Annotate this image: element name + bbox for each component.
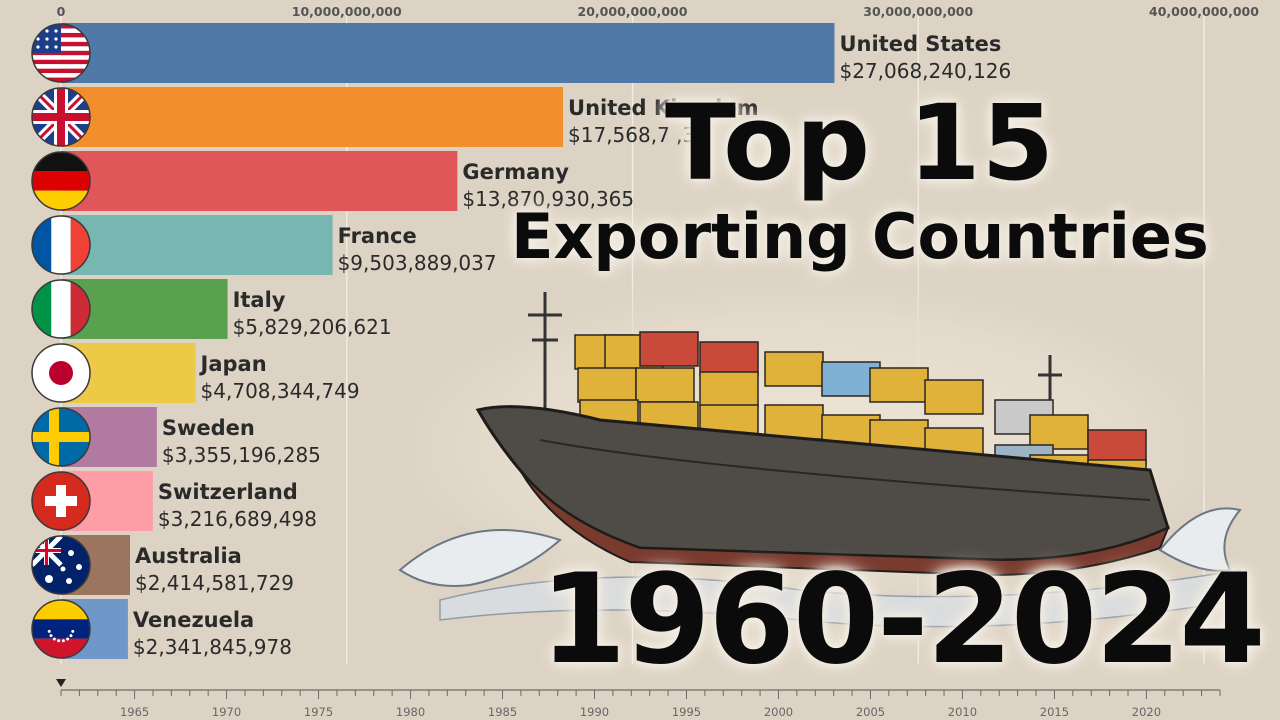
timeline-year-label: 2010 bbox=[948, 705, 977, 719]
flag-germany-icon bbox=[31, 151, 91, 211]
flag-uk-icon bbox=[31, 87, 91, 147]
container-box bbox=[639, 331, 699, 367]
container-box bbox=[577, 367, 637, 403]
bars: United States $27,068,240,126 United Kingd… bbox=[31, 23, 1011, 659]
container-box bbox=[1029, 414, 1089, 450]
timeline-year-label: 2015 bbox=[1040, 705, 1069, 719]
bar-value-label: $2,341,845,978 bbox=[133, 635, 292, 659]
x-tick-label: 10,000,000,000 bbox=[292, 4, 402, 19]
timeline-year-label: 1965 bbox=[120, 705, 149, 719]
container-box bbox=[924, 379, 984, 415]
bar-category-label: Italy bbox=[233, 288, 286, 312]
bar-value-label: $9,503,889,037 bbox=[338, 251, 497, 275]
bar-value-label: $3,216,689,498 bbox=[158, 507, 317, 531]
container-ship-illustration bbox=[390, 260, 1242, 628]
container-box bbox=[869, 367, 929, 403]
x-tick-label: 0 bbox=[57, 4, 66, 19]
container-box bbox=[699, 371, 759, 407]
timeline-year-label: 2020 bbox=[1132, 705, 1161, 719]
timeline-year-label: 2000 bbox=[764, 705, 793, 719]
timeline-year-label: 1980 bbox=[396, 705, 425, 719]
x-tick-label: 40,000,000,000 bbox=[1149, 4, 1259, 19]
flag-italy-icon bbox=[31, 279, 91, 339]
timeline-year-label: 1975 bbox=[304, 705, 333, 719]
bar-value-label: $5,829,206,621 bbox=[233, 315, 392, 339]
timeline-year-label: 1990 bbox=[580, 705, 609, 719]
flag-australia-icon bbox=[31, 535, 91, 595]
bar-category-label: Australia bbox=[135, 544, 242, 568]
x-axis-top: 0 10,000,000,000 20,000,000,000 30,000,000,… bbox=[57, 4, 1260, 19]
bar-category-label: Sweden bbox=[162, 416, 255, 440]
bar-category-label: United Kingdom bbox=[568, 96, 759, 120]
flag-switzerland-icon bbox=[31, 471, 91, 531]
flag-sweden-icon bbox=[31, 407, 91, 467]
bar-value-label: $4,708,344,749 bbox=[201, 379, 360, 403]
bar-category-label: United States bbox=[839, 32, 1001, 56]
flag-venezuela-icon bbox=[31, 599, 91, 659]
bar bbox=[61, 23, 835, 83]
flag-france-icon bbox=[31, 215, 91, 275]
bar-category-label: France bbox=[338, 224, 417, 248]
bar-category-label: Venezuela bbox=[133, 608, 254, 632]
x-tick-label: 20,000,000,000 bbox=[578, 4, 688, 19]
x-tick-label: 30,000,000,000 bbox=[863, 4, 973, 19]
timeline-year-label: 1970 bbox=[212, 705, 241, 719]
container-box bbox=[699, 341, 759, 377]
bar-value-label: $13,870,930,365 bbox=[462, 187, 634, 211]
bar bbox=[61, 151, 458, 211]
timeline-year-label: 1985 bbox=[488, 705, 517, 719]
timeline-year-label: 2005 bbox=[856, 705, 885, 719]
bar-category-label: Japan bbox=[199, 352, 267, 376]
container-box bbox=[1087, 429, 1147, 465]
container-box bbox=[764, 351, 824, 387]
bar-value-label: $17,568,7 ,38 bbox=[568, 123, 708, 147]
bar-category-label: Germany bbox=[462, 160, 569, 184]
bar-category-label: Switzerland bbox=[158, 480, 298, 504]
bar-value-label: $3,355,196,285 bbox=[162, 443, 321, 467]
bar bbox=[61, 87, 564, 147]
container-box bbox=[764, 404, 824, 440]
flag-japan-icon bbox=[31, 343, 91, 403]
timeline-axis: 1965 1970 1975 1980 1985 1990 1995 2000 2005 2010… bbox=[56, 679, 1221, 719]
timeline-marker bbox=[56, 679, 66, 687]
bar bbox=[61, 215, 333, 275]
bar-value-label: $27,068,240,126 bbox=[839, 59, 1011, 83]
timeline-year-label: 1995 bbox=[672, 705, 701, 719]
bar-value-label: $2,414,581,729 bbox=[135, 571, 294, 595]
container-box bbox=[635, 367, 695, 403]
